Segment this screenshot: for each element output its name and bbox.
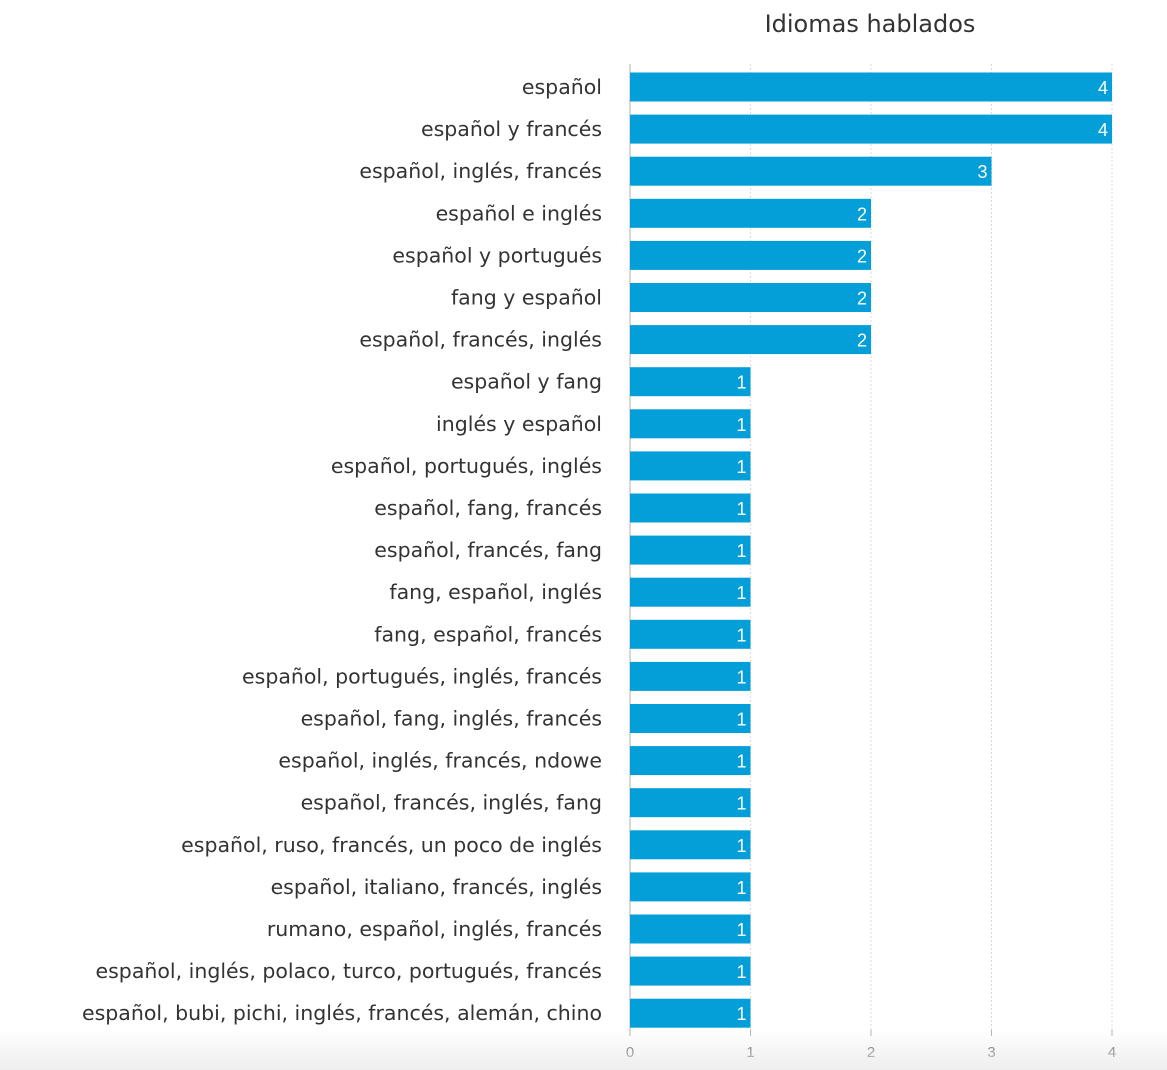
bar-value-label: 1	[736, 667, 746, 687]
bar	[630, 367, 751, 397]
bar	[630, 872, 751, 902]
bar	[630, 409, 751, 439]
category-label: español e inglés	[436, 201, 602, 225]
bar	[630, 704, 751, 733]
category-label: español, inglés, francés	[359, 159, 602, 183]
bar-value-label: 1	[736, 415, 746, 435]
bar-value-label: 1	[736, 583, 746, 603]
bar	[630, 240, 871, 270]
bar-value-label: 1	[736, 373, 746, 393]
category-label: español, francés, fang	[374, 538, 602, 562]
category-label: español, inglés, polaco, turco, portugué…	[96, 959, 602, 983]
bar-value-label: 1	[736, 962, 746, 982]
bar	[630, 114, 1112, 144]
bar	[630, 830, 751, 860]
category-label: español, francés, inglés	[359, 328, 602, 352]
bar-value-label: 2	[857, 204, 867, 224]
bar	[630, 283, 871, 312]
bar	[630, 156, 992, 186]
category-label: español, portugués, inglés, francés	[242, 664, 602, 688]
bar-value-label: 1	[736, 541, 746, 561]
bar	[630, 661, 751, 691]
bar-value-label: 4	[1098, 120, 1108, 140]
category-label: español, ruso, francés, un poco de inglé…	[181, 833, 602, 857]
chart-title: Idiomas hablados	[765, 10, 976, 38]
category-label: español, fang, francés	[374, 496, 602, 520]
bar-value-label: 1	[736, 836, 746, 856]
bar	[630, 493, 751, 523]
category-label: español, italiano, francés, inglés	[271, 875, 602, 899]
bar	[630, 788, 751, 818]
x-axis-ticks: 0 1 2 3 4	[626, 1030, 1116, 1061]
category-label: español, portugués, inglés	[331, 454, 602, 478]
x-tick-label: 3	[987, 1044, 995, 1061]
x-tick-label: 2	[867, 1044, 875, 1061]
bar-value-label: 1	[736, 920, 746, 940]
bar-value-label: 1	[736, 794, 746, 814]
category-label: inglés y español	[436, 412, 602, 436]
category-label: fang y español	[451, 286, 602, 310]
bar	[630, 325, 871, 355]
bar-value-label: 1	[736, 457, 746, 477]
bar-value-label: 1	[736, 710, 746, 730]
bar-value-label: 1	[736, 625, 746, 645]
category-label: español, inglés, francés, ndowe	[278, 749, 602, 773]
category-label: español y francés	[421, 117, 602, 141]
x-tick-label: 4	[1108, 1044, 1116, 1061]
x-tick-label: 1	[746, 1044, 754, 1061]
bar-value-label: 1	[736, 752, 746, 772]
bar-value-label: 2	[857, 331, 867, 351]
category-label: español y fang	[451, 370, 602, 394]
category-label: rumano, español, inglés, francés	[267, 917, 602, 941]
bar	[630, 535, 751, 565]
category-label: español, francés, inglés, fang	[301, 791, 602, 815]
category-labels: español español y francés español, inglés,…	[82, 75, 602, 1025]
value-labels: 4 4 3 2 2 2 2 1 1 1 1 1 1 1 1 1 1 1 1 1 1 1 1	[736, 78, 1108, 1024]
bar-value-label: 4	[1098, 78, 1108, 98]
bar	[630, 619, 751, 649]
bar-group	[630, 72, 1112, 1028]
bar	[630, 72, 1112, 102]
bar	[630, 914, 751, 944]
category-label: español y portugués	[392, 243, 602, 267]
category-label: español, fang, inglés, francés	[301, 707, 602, 731]
category-label: español	[522, 75, 602, 99]
bar-value-label: 1	[736, 1004, 746, 1024]
bar-value-label: 2	[857, 289, 867, 309]
category-label: fang, español, inglés	[389, 580, 602, 604]
bar	[630, 577, 751, 607]
bar	[630, 451, 751, 481]
bar	[630, 956, 751, 986]
bar	[630, 746, 751, 776]
category-label: español, bubi, pichi, inglés, francés, a…	[82, 1001, 602, 1025]
category-label: fang, español, francés	[374, 622, 602, 646]
x-tick-label: 0	[626, 1044, 634, 1061]
bar-value-label: 2	[857, 246, 867, 266]
bar-value-label: 1	[736, 499, 746, 519]
bar-value-label: 3	[977, 162, 987, 182]
bar	[630, 198, 871, 228]
bar	[630, 998, 751, 1028]
bar-value-label: 1	[736, 878, 746, 898]
